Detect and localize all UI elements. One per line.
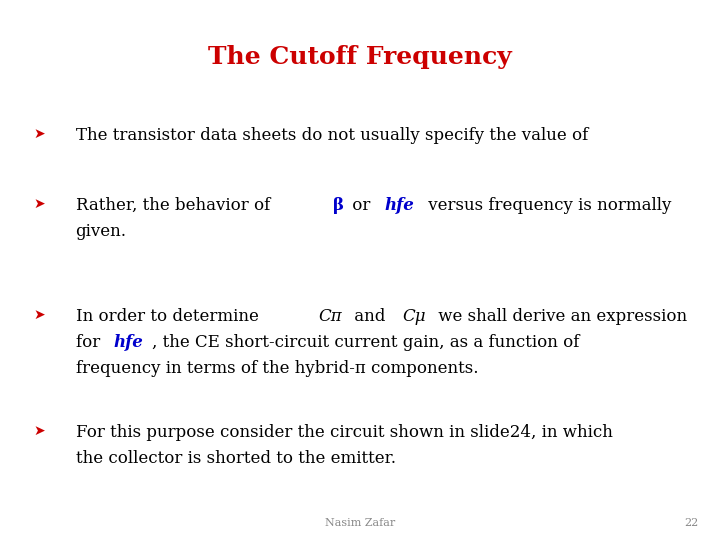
Text: The Cutoff Frequency: The Cutoff Frequency [208,45,512,69]
Text: β: β [333,197,344,214]
Text: In order to determine: In order to determine [76,308,264,325]
Text: Cμ: Cμ [402,308,426,325]
Text: ➤: ➤ [34,308,45,322]
Text: versus frequency is normally: versus frequency is normally [423,197,671,214]
Text: ➤: ➤ [34,197,45,211]
Text: Nasim Zafar: Nasim Zafar [325,518,395,528]
Text: , the CE short-circuit current gain, as a function of: , the CE short-circuit current gain, as … [152,334,580,350]
Text: given.: given. [76,223,127,240]
Text: Rather, the behavior of: Rather, the behavior of [76,197,275,214]
Text: or: or [347,197,376,214]
Text: the collector is shorted to the emitter.: the collector is shorted to the emitter. [76,450,395,467]
Text: The transistor data sheets do not usually specify the value of: The transistor data sheets do not usuall… [76,127,593,144]
Text: ➤: ➤ [34,127,45,141]
Text: hfe: hfe [114,334,143,350]
Text: for: for [76,334,105,350]
Text: For this purpose consider the circuit shown in slide24, in which: For this purpose consider the circuit sh… [76,424,613,441]
Text: ➤: ➤ [34,424,45,438]
Text: we shall derive an expression: we shall derive an expression [433,308,687,325]
Text: hfe: hfe [384,197,414,214]
Text: and: and [348,308,390,325]
Text: 22: 22 [684,518,698,528]
Text: Cπ: Cπ [318,308,342,325]
Text: frequency in terms of the hybrid-π components.: frequency in terms of the hybrid-π compo… [76,360,478,376]
